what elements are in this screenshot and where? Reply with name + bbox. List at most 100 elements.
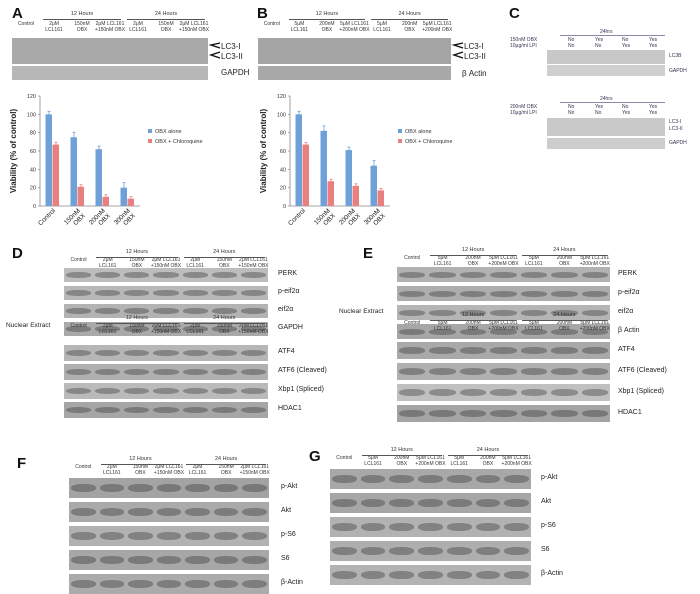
legend-label: OBX alone — [405, 129, 432, 135]
blot-band — [211, 290, 237, 296]
c-cell: Yes — [595, 37, 604, 43]
blot-band — [185, 556, 210, 564]
lane-label: 5μM LCL161 +200nM OBX — [488, 255, 519, 267]
lane-label: 5μM LCL161 +200nM OBX — [422, 21, 453, 33]
bar-obx-chloroquine — [377, 190, 384, 206]
group-label-12h: 12 Hours — [390, 447, 413, 453]
blot-band — [153, 349, 179, 357]
lane-label: Control — [336, 455, 353, 461]
blot-strip — [64, 402, 268, 418]
marker-label: p-eif2α — [618, 288, 640, 296]
blot-band — [185, 580, 210, 588]
blot-band — [95, 406, 121, 414]
group-label-12h: 12 Hours — [461, 247, 485, 253]
group-line — [371, 19, 448, 20]
marker-c-gapdh-bottom: GAPDH — [669, 140, 687, 146]
blot-band — [520, 271, 548, 278]
group-label-12h: 12 Hours — [70, 11, 94, 17]
lane-label: 5μM LCL161 +200nM OBX — [488, 320, 519, 332]
blot-band — [490, 347, 517, 354]
y-axis-label: Viability (% of control) — [259, 109, 268, 194]
blot-b-lc3 — [258, 38, 451, 64]
blot-band — [71, 556, 96, 564]
blot-band — [153, 290, 179, 296]
blot-band — [66, 368, 92, 376]
lane-label: 200nM OBX — [556, 320, 572, 332]
blot-band — [153, 308, 179, 314]
c-cell: Yes — [622, 110, 631, 116]
blot-strip — [330, 469, 531, 489]
blot-band — [475, 475, 501, 483]
blot-band — [124, 290, 150, 296]
lane-label: 2μM LCL161 — [129, 21, 147, 33]
blot-band — [581, 290, 608, 297]
lane-label: 5μM LCL161 — [525, 255, 543, 267]
marker-label: ATF6 (Cleaved) — [618, 366, 667, 374]
y-tick-label: 0 — [283, 204, 286, 210]
group-label-12h: 12 Hours — [125, 249, 149, 255]
marker-label: Xbp1 (Spliced) — [278, 386, 324, 393]
blot-c-lc3 — [547, 118, 665, 136]
blot-band — [95, 368, 121, 376]
blot-band — [399, 347, 426, 354]
blot-band — [156, 484, 182, 492]
blot-band — [182, 272, 208, 278]
blot-strip — [64, 322, 268, 336]
blot-band — [332, 571, 357, 579]
blot-band — [581, 328, 608, 335]
c-cell: Yes — [649, 104, 658, 110]
blot-strip — [69, 502, 269, 522]
blot-strip — [330, 565, 531, 585]
blot-band — [551, 347, 578, 354]
blot-band — [211, 368, 237, 376]
blot-band — [490, 290, 517, 297]
lane-label: Control — [404, 320, 421, 326]
blot-band — [520, 328, 548, 335]
marker-label: ATF4 — [278, 348, 295, 355]
lane-label: 2μM LCL161 — [98, 257, 117, 269]
group-line — [447, 455, 528, 456]
blot-band — [459, 347, 487, 354]
group-line — [127, 19, 205, 20]
blot-band — [418, 523, 443, 531]
blot-band — [182, 406, 208, 414]
blot-band — [213, 580, 239, 588]
blot-strip — [397, 286, 610, 301]
blot-band — [459, 389, 487, 396]
blot-band — [242, 532, 267, 540]
blot-band — [156, 508, 182, 516]
blot-strip — [64, 286, 268, 300]
lane-label: 5μM LCL161 — [364, 455, 382, 467]
blot-band — [332, 499, 357, 507]
blot-band — [211, 406, 237, 414]
x-tick-label-line: Control — [287, 207, 307, 227]
blot-band — [66, 326, 92, 332]
blot-c-gapdh-bottom — [547, 138, 665, 149]
lane-label: 2μM LCL161 +150nM OBX — [238, 257, 269, 269]
x-tick-label: 150nMOBX — [313, 207, 337, 231]
group-line — [186, 464, 266, 465]
panel-label-c: C — [509, 5, 520, 22]
bar-obx-chloroquine — [127, 198, 134, 206]
y-tick-label: 80 — [30, 131, 36, 137]
marker-label: Akt — [541, 498, 552, 505]
blot-band — [185, 484, 210, 492]
c-time-label: 24hrs — [600, 96, 613, 102]
blot-band — [360, 571, 386, 579]
marker-label: PERK — [278, 270, 298, 277]
x-tick-label: 300nMOBX — [113, 207, 137, 231]
blot-band — [153, 326, 179, 332]
marker-label: β Actin — [618, 326, 640, 334]
blot-band — [504, 523, 529, 531]
marker-label: HDAC1 — [618, 408, 642, 416]
x-tick-label: 150nMOBX — [63, 207, 87, 231]
blot-band — [95, 349, 121, 357]
bar-obx-alone — [120, 187, 127, 206]
blot-band — [182, 326, 208, 332]
lane-label: 2μM LCL161 — [186, 257, 204, 269]
group-label-12h: 12 Hours — [129, 456, 152, 462]
c-row-label: 150nM OBX — [510, 37, 538, 43]
blot-band — [429, 347, 456, 354]
lane-label: 2μM LCL161 — [103, 464, 121, 476]
blot-band — [182, 349, 208, 357]
